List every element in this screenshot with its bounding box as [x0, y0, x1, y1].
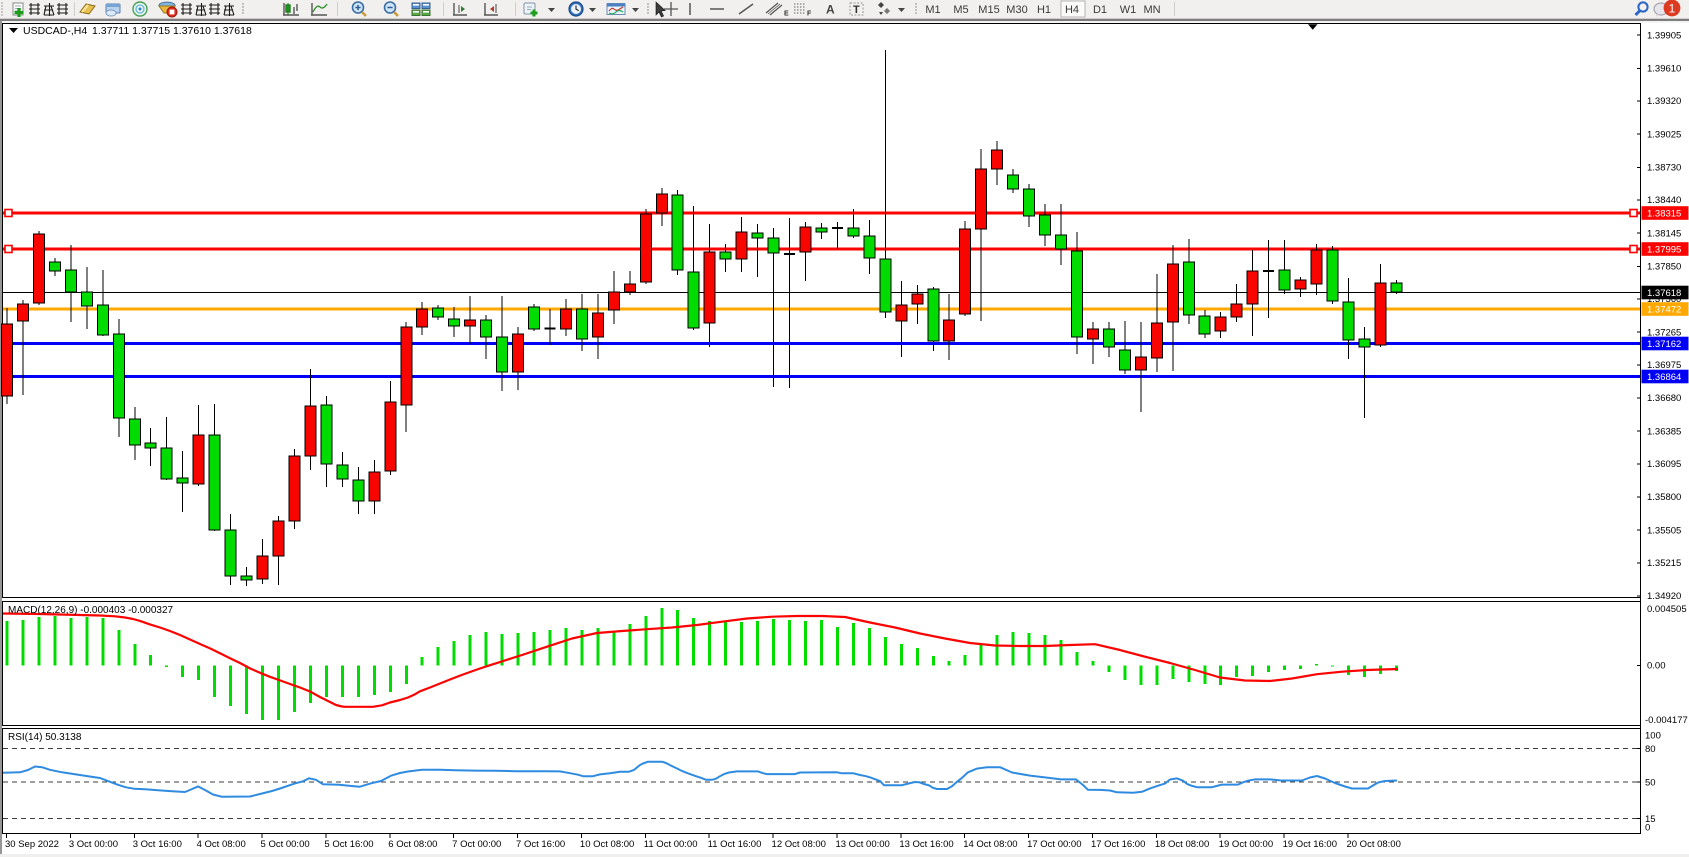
svg-text:30 Sep 2022: 30 Sep 2022 — [5, 839, 59, 850]
svg-text:7 Oct 00:00: 7 Oct 00:00 — [452, 839, 501, 850]
svg-text:H4: H4 — [1065, 4, 1079, 16]
svg-text:10 Oct 08:00: 10 Oct 08:00 — [580, 839, 634, 850]
svg-text:-0.004177: -0.004177 — [1645, 715, 1688, 726]
svg-text:4 Oct 08:00: 4 Oct 08:00 — [197, 839, 246, 850]
svg-text:1.34920: 1.34920 — [1647, 591, 1681, 602]
svg-text:E: E — [784, 11, 789, 18]
svg-text:D1: D1 — [1093, 4, 1107, 16]
svg-text:RSI(14) 50.3138: RSI(14) 50.3138 — [8, 732, 82, 743]
svg-text:1: 1 — [1669, 2, 1676, 16]
svg-text:0.004505: 0.004505 — [1647, 604, 1687, 615]
svg-text:6 Oct 08:00: 6 Oct 08:00 — [388, 839, 437, 850]
svg-text:50: 50 — [1645, 777, 1656, 788]
svg-text:H1: H1 — [1037, 4, 1051, 16]
svg-text:M30: M30 — [1006, 4, 1027, 16]
svg-text:3 Oct 16:00: 3 Oct 16:00 — [133, 839, 182, 850]
svg-text:5 Oct 00:00: 5 Oct 00:00 — [261, 839, 310, 850]
svg-text:100: 100 — [1645, 731, 1661, 742]
svg-text:1.36975: 1.36975 — [1647, 360, 1681, 371]
svg-text:1.35505: 1.35505 — [1647, 525, 1681, 536]
svg-text:1.38440: 1.38440 — [1647, 195, 1681, 206]
svg-text:1.39320: 1.39320 — [1647, 96, 1681, 107]
svg-text:1.35215: 1.35215 — [1647, 558, 1681, 569]
svg-text:1.38145: 1.38145 — [1647, 228, 1681, 239]
svg-text:1.39025: 1.39025 — [1647, 129, 1681, 140]
svg-text:1.39905: 1.39905 — [1647, 30, 1681, 41]
svg-text:1.36385: 1.36385 — [1647, 426, 1681, 437]
svg-text:19 Oct 16:00: 19 Oct 16:00 — [1283, 839, 1337, 850]
svg-text:7 Oct 16:00: 7 Oct 16:00 — [516, 839, 565, 850]
svg-text:17 Oct 16:00: 17 Oct 16:00 — [1091, 839, 1145, 850]
svg-text:W1: W1 — [1120, 4, 1137, 16]
svg-text:1.37265: 1.37265 — [1647, 327, 1681, 338]
svg-text:MN: MN — [1143, 4, 1160, 16]
svg-text:1.36095: 1.36095 — [1647, 459, 1681, 470]
svg-text:M1: M1 — [925, 4, 940, 16]
svg-text:0: 0 — [1645, 823, 1650, 834]
svg-text:11 Oct 16:00: 11 Oct 16:00 — [708, 839, 762, 850]
svg-text:1.38730: 1.38730 — [1647, 163, 1681, 174]
svg-text:USDCAD-,H4: USDCAD-,H4 — [23, 25, 87, 37]
svg-text:19 Oct 00:00: 19 Oct 00:00 — [1219, 839, 1273, 850]
svg-text:20 Oct 08:00: 20 Oct 08:00 — [1346, 839, 1400, 850]
svg-text:1.37711 1.37715 1.37610 1.3761: 1.37711 1.37715 1.37610 1.37618 — [92, 25, 252, 37]
svg-text:1.35800: 1.35800 — [1647, 492, 1681, 503]
svg-text:80: 80 — [1645, 744, 1656, 755]
svg-text:1.36680: 1.36680 — [1647, 393, 1681, 404]
svg-text:3 Oct 00:00: 3 Oct 00:00 — [69, 839, 118, 850]
svg-text:1.37618: 1.37618 — [1647, 288, 1681, 299]
svg-text:T: T — [853, 4, 860, 16]
svg-text:A: A — [826, 3, 835, 17]
svg-text:0.00: 0.00 — [1647, 661, 1666, 672]
svg-text:5 Oct 16:00: 5 Oct 16:00 — [324, 839, 373, 850]
svg-text:1.37162: 1.37162 — [1647, 339, 1681, 350]
svg-text:18 Oct 08:00: 18 Oct 08:00 — [1155, 839, 1209, 850]
svg-text:1.37850: 1.37850 — [1647, 262, 1681, 273]
svg-text:12 Oct 08:00: 12 Oct 08:00 — [772, 839, 826, 850]
svg-text:1.39610: 1.39610 — [1647, 64, 1681, 75]
svg-text:1.37472: 1.37472 — [1647, 304, 1681, 315]
svg-text:14 Oct 08:00: 14 Oct 08:00 — [963, 839, 1017, 850]
svg-text:11 Oct 00:00: 11 Oct 00:00 — [644, 839, 698, 850]
svg-text:F: F — [807, 11, 812, 18]
svg-text:13 Oct 00:00: 13 Oct 00:00 — [835, 839, 889, 850]
svg-text:17 Oct 00:00: 17 Oct 00:00 — [1027, 839, 1081, 850]
svg-text:MACD(12,26,9) -0.000403 -0.000: MACD(12,26,9) -0.000403 -0.000327 — [8, 605, 174, 616]
svg-text:M15: M15 — [978, 4, 999, 16]
svg-text:15: 15 — [1645, 814, 1656, 825]
svg-text:13 Oct 16:00: 13 Oct 16:00 — [899, 839, 953, 850]
svg-text:1.36864: 1.36864 — [1647, 372, 1681, 383]
svg-text:1.37560: 1.37560 — [1647, 294, 1681, 305]
svg-text:M5: M5 — [953, 4, 968, 16]
svg-text:1.37995: 1.37995 — [1647, 244, 1681, 255]
svg-text:1.38315: 1.38315 — [1647, 208, 1681, 219]
